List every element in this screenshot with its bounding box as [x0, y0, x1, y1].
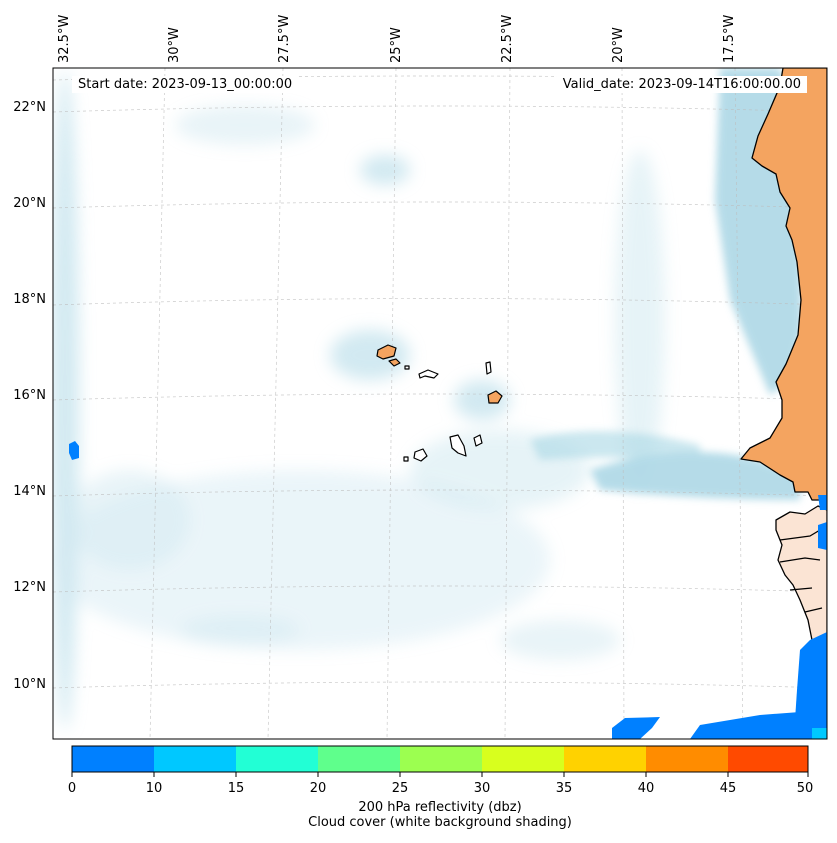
colorbar-bin [482, 746, 564, 772]
island-maio [473, 434, 483, 447]
colorbar-subtitle: Cloud cover (white background shading) [308, 815, 572, 830]
colorbar-tick-label: 35 [556, 781, 573, 796]
island-sao-vicente [388, 358, 401, 367]
lon-label: 27.5°W [277, 15, 292, 63]
lat-label: 12°N [13, 580, 46, 595]
colorbar-tick-label: 30 [474, 781, 491, 796]
colorbar-bin [318, 746, 400, 772]
gridlines [53, 68, 827, 739]
colorbar-tick-label: 25 [392, 781, 409, 796]
lat-labels: 22°N 20°N 18°N 16°N 14°N 12°N 10°N [13, 100, 46, 692]
island-santiago [449, 434, 467, 457]
start-date-label: Start date: 2023-09-13_00:00:00 [72, 76, 299, 93]
island-santo-antao [376, 344, 397, 360]
cape-verde-islands [376, 344, 503, 462]
colorbar-bin [236, 746, 318, 772]
island-sal [485, 361, 492, 375]
island-brava [403, 456, 409, 462]
lat-label: 22°N [13, 100, 46, 115]
colorbar-tick-label: 15 [228, 781, 245, 796]
island-santa-luzia [404, 365, 410, 370]
lat-label: 18°N [13, 292, 46, 307]
colorbar-bin [564, 746, 646, 772]
lat-label: 14°N [13, 484, 46, 499]
colorbar: 0 10 15 20 25 30 35 40 45 50 [68, 745, 814, 796]
cloud-cover-shading [53, 68, 802, 730]
colorbar-bin [154, 746, 236, 772]
lon-label: 30°W [167, 27, 182, 63]
island-sao-nicolau [418, 369, 439, 379]
valid-date-label: Valid_date: 2023-09-14T16:00:00.00 [556, 76, 807, 93]
reflectivity-cells [69, 441, 827, 739]
colorbar-tick-label: 50 [797, 781, 814, 796]
colorbar-tick-label: 45 [720, 781, 737, 796]
lon-labels: 32.5°W 30°W 27.5°W 25°W 22.5°W 20°W 17.5… [57, 15, 737, 63]
lat-label: 16°N [13, 388, 46, 403]
colorbar-title: 200 hPa reflectivity (dbz) [358, 800, 522, 815]
lon-label: 32.5°W [57, 15, 72, 63]
colorbar-tick-label: 40 [638, 781, 655, 796]
lon-label: 20°W [611, 27, 626, 63]
colorbar-bin [728, 746, 808, 772]
island-boa-vista [487, 390, 503, 404]
lon-label: 25°W [389, 27, 404, 63]
colorbar-bin [646, 746, 728, 772]
island-fogo [413, 448, 428, 462]
colorbar-bin [400, 746, 482, 772]
map-frame [53, 68, 827, 739]
lat-label: 10°N [13, 677, 46, 692]
colorbar-bin [72, 746, 154, 772]
lon-label: 22.5°W [500, 15, 515, 63]
colorbar-tick-label: 20 [310, 781, 327, 796]
colorbar-tick-label: 10 [146, 781, 163, 796]
lat-label: 20°N [13, 196, 46, 211]
colorbar-tick-label: 0 [68, 781, 76, 796]
lon-label: 17.5°W [722, 15, 737, 63]
